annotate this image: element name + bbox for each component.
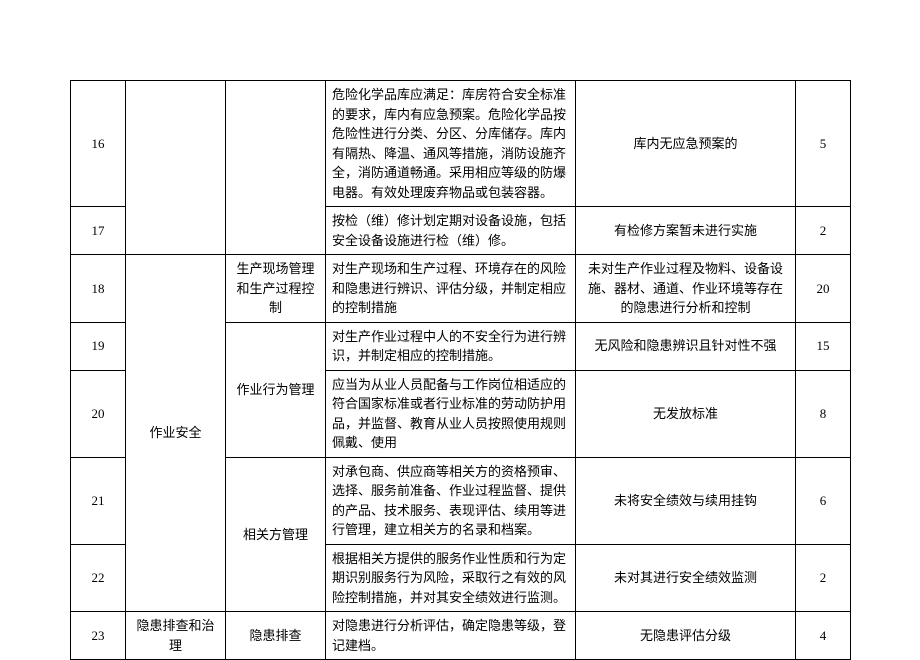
category-2 — [226, 81, 326, 255]
issue: 无风险和隐患辨识且针对性不强 — [576, 322, 796, 370]
description: 对隐患进行分析评估，确定隐患等级，登记建档。 — [326, 612, 576, 660]
score: 8 — [796, 370, 851, 457]
table-row: 16 危险化学品库应满足：库房符合安全标准的要求，库内有应急预案。危险化学品按危… — [71, 81, 851, 207]
row-number: 18 — [71, 255, 126, 323]
description: 对承包商、供应商等相关方的资格预审、选择、服务前准备、作业过程监督、提供的产品、… — [326, 457, 576, 544]
score: 20 — [796, 255, 851, 323]
description: 根据相关方提供的服务作业性质和行为定期识别服务行为风险，采取行之有效的风险控制措… — [326, 544, 576, 612]
description: 应当为从业人员配备与工作岗位相适应的符合国家标准或者行业标准的劳动防护用品，并监… — [326, 370, 576, 457]
row-number: 23 — [71, 612, 126, 660]
description: 对生产作业过程中人的不安全行为进行辨识，并制定相应的控制措施。 — [326, 322, 576, 370]
description: 危险化学品库应满足：库房符合安全标准的要求，库内有应急预案。危险化学品按危险性进… — [326, 81, 576, 207]
category-1 — [126, 81, 226, 255]
issue: 有检修方案暂未进行实施 — [576, 207, 796, 255]
table-row: 23 隐患排查和治理 隐患排查 对隐患进行分析评估，确定隐患等级，登记建档。 无… — [71, 612, 851, 660]
category-2: 相关方管理 — [226, 457, 326, 612]
description: 对生产现场和生产过程、环境存在的风险和隐患进行辨识、评估分级，并制定相应的控制措… — [326, 255, 576, 323]
issue: 未将安全绩效与续用挂钩 — [576, 457, 796, 544]
category-1: 隐患排查和治理 — [126, 612, 226, 660]
issue: 未对其进行安全绩效监测 — [576, 544, 796, 612]
assessment-table: 16 危险化学品库应满足：库房符合安全标准的要求，库内有应急预案。危险化学品按危… — [70, 80, 851, 660]
row-number: 16 — [71, 81, 126, 207]
issue: 无隐患评估分级 — [576, 612, 796, 660]
row-number: 20 — [71, 370, 126, 457]
score: 2 — [796, 544, 851, 612]
issue: 无发放标准 — [576, 370, 796, 457]
score: 2 — [796, 207, 851, 255]
row-number: 22 — [71, 544, 126, 612]
row-number: 17 — [71, 207, 126, 255]
row-number: 19 — [71, 322, 126, 370]
score: 15 — [796, 322, 851, 370]
score: 4 — [796, 612, 851, 660]
category-1: 作业安全 — [126, 255, 226, 612]
category-2: 隐患排查 — [226, 612, 326, 660]
score: 5 — [796, 81, 851, 207]
category-2: 生产现场管理和生产过程控制 — [226, 255, 326, 323]
issue: 未对生产作业过程及物料、设备设施、器材、通道、作业环境等存在的隐患进行分析和控制 — [576, 255, 796, 323]
issue: 库内无应急预案的 — [576, 81, 796, 207]
category-2: 作业行为管理 — [226, 322, 326, 457]
description: 按检（维）修计划定期对设备设施，包括安全设备设施进行检（维）修。 — [326, 207, 576, 255]
row-number: 21 — [71, 457, 126, 544]
table-row: 18 作业安全 生产现场管理和生产过程控制 对生产现场和生产过程、环境存在的风险… — [71, 255, 851, 323]
score: 6 — [796, 457, 851, 544]
